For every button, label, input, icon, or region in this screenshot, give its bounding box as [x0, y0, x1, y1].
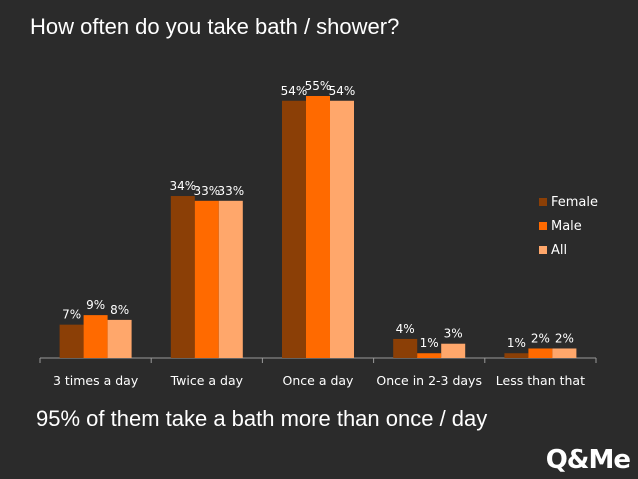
bar-all-3 [441, 344, 465, 358]
bar-male-1 [195, 201, 219, 358]
x-tick-label-2: Once a day [283, 373, 355, 388]
data-label-female-3: 4% [396, 322, 415, 336]
bar-all-2 [330, 101, 354, 358]
data-label-all-2: 54% [329, 84, 356, 98]
bar-female-2 [282, 101, 306, 358]
data-label-male-3: 1% [420, 336, 439, 350]
legend-label-male: Male [551, 219, 582, 234]
bar-all-4 [552, 348, 576, 358]
legend-swatch-all [539, 246, 547, 254]
bar-male-0 [84, 315, 108, 358]
data-label-all-0: 8% [110, 303, 129, 317]
legend-swatch-female [539, 198, 547, 206]
data-label-male-2: 55% [305, 79, 332, 93]
bar-male-2 [306, 96, 330, 358]
x-tick-label-0: 3 times a day [53, 373, 139, 388]
data-label-all-4: 2% [555, 331, 574, 345]
bar-male-3 [417, 353, 441, 358]
data-label-all-1: 33% [217, 184, 244, 198]
data-label-male-1: 33% [193, 184, 220, 198]
brand-logo: Q&Me [546, 445, 630, 475]
x-tick-label-1: Twice a day [170, 373, 244, 388]
bar-all-1 [219, 201, 243, 358]
data-label-male-0: 9% [86, 298, 105, 312]
bar-female-0 [60, 325, 84, 358]
legend-swatch-male [539, 222, 547, 230]
bar-female-1 [171, 196, 195, 358]
data-label-male-4: 2% [531, 331, 550, 345]
bar-male-4 [528, 348, 552, 358]
data-label-female-2: 54% [281, 84, 308, 98]
legend-label-all: All [551, 243, 567, 258]
summary-caption: 95% of them take a bath more than once /… [36, 406, 487, 432]
bar-all-0 [108, 320, 132, 358]
data-label-female-0: 7% [62, 308, 81, 322]
legend-label-female: Female [551, 195, 598, 210]
bar-female-4 [504, 353, 528, 358]
bar-female-3 [393, 339, 417, 358]
x-tick-label-3: Once in 2-3 days [376, 373, 482, 388]
data-label-all-3: 3% [444, 327, 463, 341]
data-label-female-4: 1% [507, 336, 526, 350]
data-label-female-1: 34% [169, 179, 196, 193]
x-tick-label-4: Less than that [496, 373, 585, 388]
